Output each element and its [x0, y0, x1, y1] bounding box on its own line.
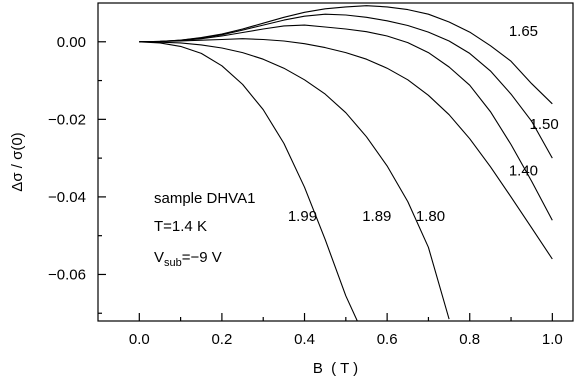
x-tick-label: 0.2 — [211, 331, 232, 348]
curve-labels: 1.65 1.50 1.40 1.80 1.89 1.99 — [288, 23, 559, 225]
x-tick-label: 0.6 — [377, 331, 398, 348]
y-axis-ticks: 0.00 −0.02 −0.04 −0.06 — [48, 34, 106, 314]
curve-1-40 — [139, 24, 553, 221]
y-axis-label: Δσ / σ(0) — [9, 132, 26, 191]
y-tick-label: −0.02 — [48, 111, 86, 128]
x-tick-label: 0.8 — [459, 331, 480, 348]
y-tick-label: −0.06 — [48, 266, 86, 283]
annotation-sample: sample DHVA1 — [154, 190, 255, 207]
curve-label-1-80: 1.80 — [416, 208, 445, 225]
plot-frame — [97, 2, 574, 322]
curves — [139, 5, 553, 321]
x-tick-label: 0.0 — [129, 331, 150, 348]
x-axis-label: B ( T ) — [313, 360, 358, 377]
curve-1-99 — [139, 41, 358, 321]
annotation-voltage-value: =−9 V — [182, 249, 222, 266]
curve-label-1-50: 1.50 — [529, 116, 558, 133]
curve-1-65 — [139, 5, 553, 105]
curve-1-50 — [139, 13, 553, 159]
x-axis-ticks: 0.0 0.2 0.4 0.6 0.8 1.0 — [129, 313, 563, 348]
curve-label-1-40: 1.40 — [509, 163, 538, 180]
x-tick-label: 0.4 — [294, 331, 315, 348]
x-tick-label: 1.0 — [542, 331, 563, 348]
curve-1-89 — [139, 41, 450, 320]
y-tick-label: −0.04 — [48, 189, 86, 206]
curve-1-80 — [139, 38, 553, 260]
sample-annotation: sample DHVA1 T=1.4 K Vsub=−9 V — [154, 190, 255, 269]
annotation-voltage-subscript: sub — [164, 257, 182, 269]
curve-label-1-89: 1.89 — [362, 208, 391, 225]
curve-label-1-99: 1.99 — [288, 208, 317, 225]
annotation-voltage-symbol: V — [154, 249, 164, 266]
annotation-voltage: Vsub=−9 V — [154, 249, 222, 269]
y-tick-label: 0.00 — [57, 34, 86, 51]
curve-label-1-65: 1.65 — [509, 23, 538, 40]
annotation-temperature: T=1.4 K — [154, 218, 207, 235]
